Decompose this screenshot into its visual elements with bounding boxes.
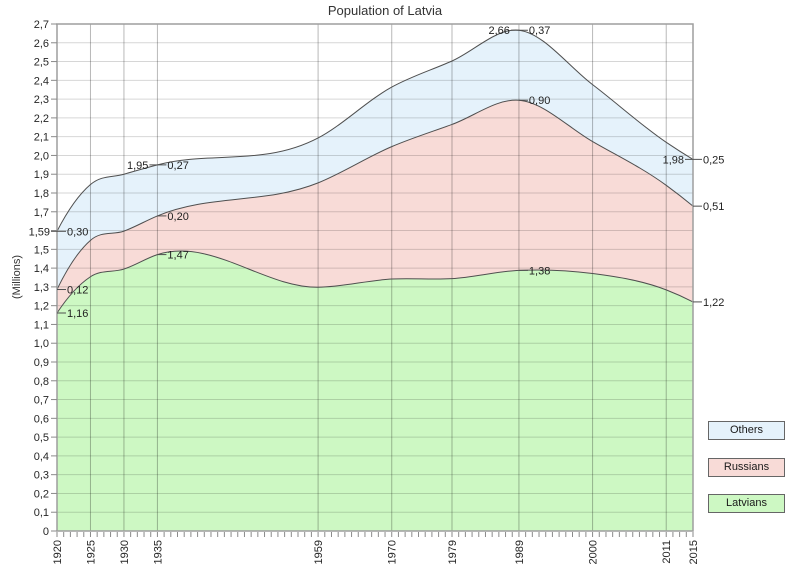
curve-russians	[56, 99, 694, 290]
curve-latvians	[56, 250, 694, 314]
y-tick-label: 1,4	[34, 263, 49, 275]
y-tick-label: 2,2	[34, 113, 49, 125]
legend-item-russians: Russians	[708, 458, 785, 477]
legend-item-others: Others	[708, 421, 785, 440]
axis-ticks	[51, 23, 694, 537]
x-tick-label: 1979	[447, 540, 459, 564]
legend-label-others: Others	[729, 424, 763, 436]
x-tick-label: 1959	[313, 540, 325, 564]
x-tick-label: 2015	[688, 540, 700, 564]
y-tick-label: 2,1	[34, 132, 49, 144]
y-tick-label: 1,5	[34, 244, 49, 256]
y-tick-label: 0,5	[34, 432, 49, 444]
x-tick-label: 1989	[514, 540, 526, 564]
y-tick-label: 0,4	[34, 451, 49, 463]
point-label: 1,59	[29, 226, 50, 238]
y-tick-label: 2,5	[34, 57, 49, 69]
y-tick-label: 0	[43, 526, 49, 538]
point-label: 2,66	[489, 25, 510, 37]
point-labels: 1,59 0,30 0,12 1,16 1,95 0,27 0,20 1,47 2,66 0,37…	[29, 25, 725, 320]
boundary-curves	[56, 29, 694, 314]
y-tick-label: 0,3	[34, 470, 49, 482]
chart-title: Population of Latvia	[327, 3, 443, 18]
point-label: 1,98	[663, 154, 684, 166]
point-label: 0,20	[167, 211, 188, 223]
legend-label-russians: Russians	[723, 461, 770, 473]
point-label: 0,25	[703, 154, 724, 166]
point-label: 0,27	[167, 160, 188, 172]
y-tick-label: 2,6	[34, 38, 49, 50]
x-tick-label: 1970	[387, 540, 399, 564]
y-tick-label: 1,8	[34, 188, 49, 200]
point-label: 0,90	[529, 95, 550, 107]
point-label: 1,47	[167, 250, 188, 262]
point-label: 1,38	[529, 265, 550, 277]
y-tick-label: 0,6	[34, 413, 49, 425]
point-label: 1,22	[703, 297, 724, 309]
x-tick-label: 1935	[152, 540, 164, 564]
y-tick-label: 0,1	[34, 507, 49, 519]
y-tick-label: 0,7	[34, 395, 49, 407]
point-label: 1,16	[67, 308, 88, 320]
area-russians	[57, 100, 693, 313]
y-tick-label: 1,2	[34, 301, 49, 313]
y-tick-label: 1,0	[34, 338, 49, 350]
y-tick-label: 0,9	[34, 357, 49, 369]
y-tick-label: 1,1	[34, 319, 49, 331]
area-latvians	[57, 250, 693, 531]
y-tick-label: 1,7	[34, 207, 49, 219]
y-tick-label: 0,2	[34, 488, 49, 500]
point-label: 0,12	[67, 285, 88, 297]
y-tick-label: 1,3	[34, 282, 49, 294]
point-label: 0,30	[67, 226, 88, 238]
area-others	[57, 30, 693, 290]
x-tick-label: 1925	[85, 540, 97, 564]
x-tick-label: 1920	[52, 540, 64, 564]
point-label: 1,95	[127, 160, 148, 172]
gridlines	[57, 23, 693, 531]
y-tick-label: 2,3	[34, 94, 49, 106]
legend-label-latvians: Latvians	[726, 497, 767, 509]
point-label: 0,51	[703, 201, 724, 213]
y-tick-label: 1,9	[34, 169, 49, 181]
x-tick-label: 2011	[661, 540, 673, 564]
curve-total	[56, 29, 694, 232]
legend-item-latvians: Latvians	[708, 494, 785, 513]
point-label: 0,37	[529, 25, 550, 37]
y-tick-label: 2,0	[34, 150, 49, 162]
stacked-areas	[57, 30, 693, 531]
x-tick-label: 1930	[119, 540, 131, 564]
y-tick-label: 2,4	[34, 75, 49, 87]
y-tick-label: 2,7	[34, 19, 49, 31]
plot-frame	[56, 23, 694, 532]
tick-labels: 0 0,1 0,2 0,3 0,4 0,5 0,6 0,7 0,8 0,9 1,0 1,1 1,2 1,3…	[34, 19, 700, 564]
y-tick-label: 0,8	[34, 376, 49, 388]
x-tick-label: 2000	[588, 540, 600, 564]
